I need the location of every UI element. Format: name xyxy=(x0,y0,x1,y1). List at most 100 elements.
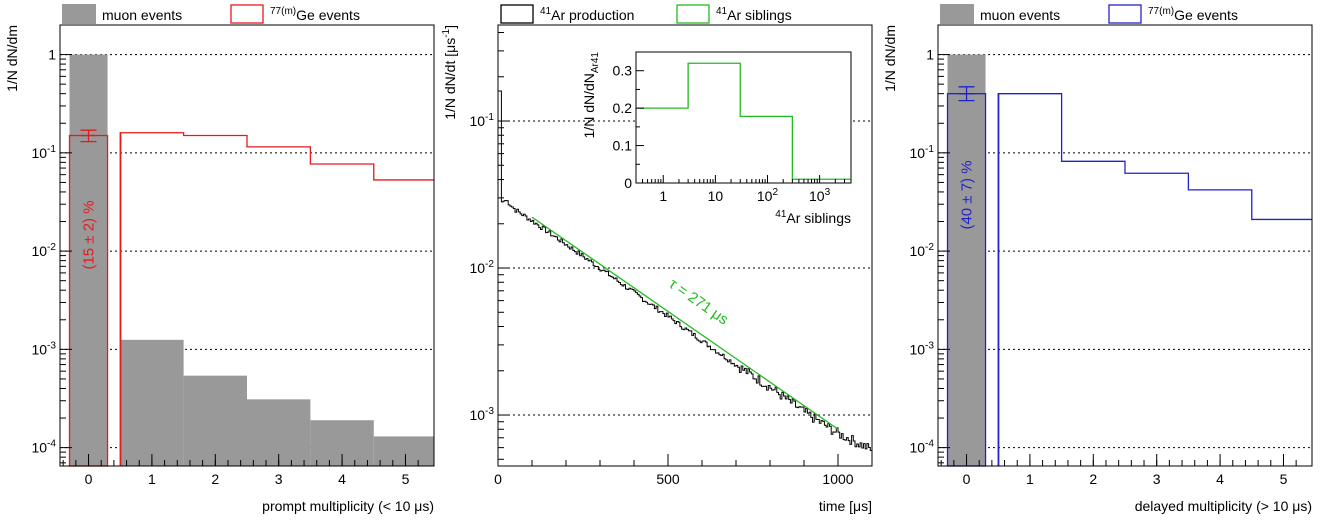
percentage-annotation: (15 ± 2) % xyxy=(81,200,98,269)
x-tick-label: 4 xyxy=(338,471,346,487)
y-axis-label-close: ] xyxy=(442,25,458,29)
y-tick-label-exp: -2 xyxy=(485,259,494,270)
y-tick-label-exp: -2 xyxy=(47,242,56,253)
muon-bar xyxy=(183,375,247,466)
legend-text: Ge events xyxy=(1174,7,1238,23)
y-tick-label-exp: -3 xyxy=(485,406,494,417)
legend-sup: 77(m) xyxy=(270,6,296,17)
legend-text: muon events xyxy=(102,7,182,23)
inset-x-label-text: Ar siblings xyxy=(786,210,851,226)
muon-bar xyxy=(69,54,108,467)
x-tick-label: 3 xyxy=(1153,471,1161,487)
legend-text: Ar production xyxy=(551,7,634,23)
legend-swatch-outline xyxy=(676,4,710,24)
inset-y-tick-label: 0 xyxy=(624,175,632,191)
x-tick-label: 500 xyxy=(656,471,680,487)
inset-y-tick-label: 0.2 xyxy=(613,100,633,116)
legend-sup: 77(m) xyxy=(1148,6,1174,17)
y-tick-label: 10-3 xyxy=(909,340,934,357)
y-tick-label-base: 10 xyxy=(909,440,925,456)
inset-y-axis-label: 1/N dN/dNAr41 xyxy=(581,52,601,139)
x-tick-label: 1000 xyxy=(822,471,853,487)
legend-swatch-outline xyxy=(1108,4,1142,24)
inset-x-tick-label: 10 xyxy=(708,188,724,204)
x-tick-label: 0 xyxy=(963,471,971,487)
muon-bar xyxy=(947,54,986,467)
y-tick-label-base: 10 xyxy=(469,260,485,276)
y-tick-label-base: 10 xyxy=(31,145,47,161)
percentage-annotation: (40 ± 7) % xyxy=(959,160,976,229)
plot-frame xyxy=(59,24,435,467)
legend-text: Ge events xyxy=(296,7,360,23)
x-tick-label: 3 xyxy=(275,471,283,487)
inset-y-label-sub: Ar41 xyxy=(590,52,601,74)
ge-step-line xyxy=(997,93,1312,466)
y-tick-label-exp: -3 xyxy=(925,340,934,351)
x-tick-label: 5 xyxy=(1280,471,1288,487)
y-tick-label: 1 xyxy=(926,47,934,63)
inset-y-tick-label: 0.1 xyxy=(613,138,633,154)
y-tick-label: 10-3 xyxy=(31,340,56,357)
muon-bar xyxy=(373,436,434,466)
y-tick-label: 10-3 xyxy=(469,406,494,423)
x-axis-label: delayed multiplicity (> 10 μs) xyxy=(1135,498,1312,514)
x-tick-label: 0 xyxy=(494,471,502,487)
y-tick-label: 10-2 xyxy=(909,242,934,259)
y-tick-label-exp: -3 xyxy=(47,340,56,351)
inset-x-tick-label-base: 10 xyxy=(757,188,773,204)
legend-text: muon events xyxy=(980,7,1060,23)
legend-swatch-outline xyxy=(230,4,264,24)
inset-x-tick-label: 102 xyxy=(757,187,779,204)
inset-x-tick-label-base: 10 xyxy=(809,188,825,204)
x-tick-label: 5 xyxy=(402,471,410,487)
y-tick-label-base: 10 xyxy=(909,243,925,259)
y-tick-label-base: 10 xyxy=(469,407,485,423)
inset-x-tick-label-base: 10 xyxy=(708,188,724,204)
y-axis-label-sup: -1 xyxy=(441,28,452,37)
plot-frame xyxy=(937,24,1313,467)
y-tick-label-base: 1 xyxy=(48,47,56,63)
y-tick-label-exp: -2 xyxy=(925,242,934,253)
legend-sup: 41 xyxy=(540,6,552,17)
legend-label: 77(m)Ge events xyxy=(270,6,360,23)
legend-1: muon events 77(m)Ge events xyxy=(62,4,360,24)
y-tick-label-exp: -4 xyxy=(925,439,934,450)
y-tick-label: 10-4 xyxy=(909,439,934,456)
plot-frame xyxy=(497,24,873,467)
legend-2: 41Ar production 41Ar siblings xyxy=(500,4,792,24)
legend-swatch-filled xyxy=(62,4,96,24)
inset-x-tick-label-exp: 2 xyxy=(772,187,778,198)
legend-label: 77(m)Ge events xyxy=(1148,6,1238,23)
y-tick-label: 10-2 xyxy=(469,259,494,276)
y-tick-label-base: 10 xyxy=(469,113,485,129)
y-tick-label-base: 1 xyxy=(926,47,934,63)
y-tick-label-exp: -1 xyxy=(485,112,494,123)
y-axis-label: 1/N dN/dt [μs-1] xyxy=(441,25,458,120)
inset-x-tick-label-exp: 3 xyxy=(825,187,831,198)
y-tick-label-base: 10 xyxy=(909,145,925,161)
x-tick-label: 1 xyxy=(148,471,156,487)
y-axis-label: 1/N dN/dm xyxy=(882,25,898,92)
y-tick-label: 10-1 xyxy=(31,144,56,161)
x-tick-label: 2 xyxy=(1089,471,1097,487)
legend-label: muon events xyxy=(980,7,1060,23)
x-tick-label: 0 xyxy=(85,471,93,487)
inset-y-tick-label: 0.3 xyxy=(613,63,633,79)
y-tick-label-exp: -4 xyxy=(47,439,56,450)
y-tick-label: 10-2 xyxy=(31,242,56,259)
y-tick-label-base: 10 xyxy=(909,341,925,357)
inset-x-label-sup: 41 xyxy=(775,209,787,220)
legend-3: muon events 77(m)Ge events xyxy=(940,4,1238,24)
x-tick-label: 1 xyxy=(1026,471,1034,487)
inset-y-label-text: 1/N dN/dN xyxy=(581,73,597,138)
y-tick-label-base: 10 xyxy=(31,341,47,357)
y-axis-label-text: 1/N dN/dt [μs xyxy=(442,38,458,120)
y-axis-label: 1/N dN/dm xyxy=(4,25,20,92)
ge-step-line xyxy=(119,132,434,466)
x-axis-label: time [μs] xyxy=(819,498,872,514)
muon-bar xyxy=(120,339,184,466)
y-tick-label-exp: -1 xyxy=(47,144,56,155)
inset-x-tick-label-base: 1 xyxy=(659,188,667,204)
